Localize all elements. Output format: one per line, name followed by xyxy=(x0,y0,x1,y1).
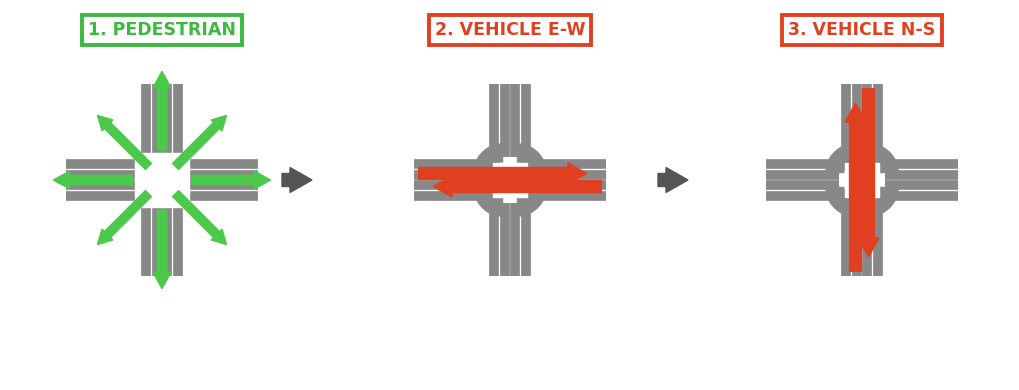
Bar xyxy=(492,163,527,197)
FancyArrow shape xyxy=(172,115,226,170)
FancyArrow shape xyxy=(281,167,312,193)
FancyArrow shape xyxy=(844,103,865,271)
Text: 2. VEHICLE E-W: 2. VEHICLE E-W xyxy=(434,21,585,39)
FancyArrow shape xyxy=(98,115,151,170)
Bar xyxy=(135,153,189,207)
FancyArrow shape xyxy=(657,167,688,193)
FancyArrow shape xyxy=(192,171,270,189)
FancyArrow shape xyxy=(153,210,170,289)
FancyArrow shape xyxy=(53,171,132,189)
FancyArrow shape xyxy=(857,89,878,257)
FancyArrow shape xyxy=(153,71,170,150)
FancyArrow shape xyxy=(98,191,151,245)
Text: 3. VEHICLE N-S: 3. VEHICLE N-S xyxy=(788,21,934,39)
FancyArrow shape xyxy=(418,163,586,184)
Text: 1. PEDESTRIAN: 1. PEDESTRIAN xyxy=(88,21,235,39)
Bar xyxy=(844,163,878,197)
FancyArrow shape xyxy=(172,191,226,245)
FancyArrow shape xyxy=(433,176,601,197)
